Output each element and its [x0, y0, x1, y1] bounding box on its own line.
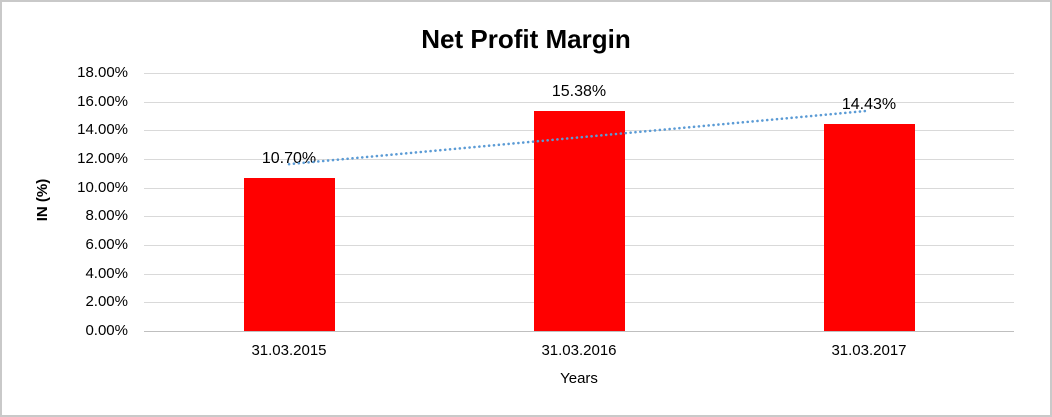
- x-tick-label: 31.03.2017: [831, 342, 907, 359]
- bar-31.03.2016: [533, 110, 625, 331]
- y-tick-label: 12.00%: [77, 150, 128, 167]
- y-axis-title: IN (%): [34, 178, 51, 222]
- bar-value-label: 15.38%: [551, 82, 607, 100]
- gridline: [144, 101, 1014, 103]
- bar-value-label: 14.43%: [841, 96, 897, 114]
- y-tick-label: 16.00%: [77, 92, 128, 110]
- x-axis-line: [144, 331, 1014, 332]
- chart-title: Net Profit Margin: [421, 24, 631, 54]
- y-tick-label: 8.00%: [85, 207, 128, 225]
- y-tick-label: 2.00%: [85, 293, 128, 311]
- gridline: [144, 73, 1014, 74]
- y-tick-label: 18.00%: [77, 64, 128, 81]
- y-tick-label: 10.00%: [77, 178, 128, 196]
- bar-31.03.2015: [243, 177, 335, 331]
- x-tick-label: 31.03.2016: [541, 342, 617, 359]
- y-tick-label: 14.00%: [77, 121, 128, 139]
- y-tick-label: 0.00%: [85, 322, 128, 339]
- bar-value-label: 10.70%: [261, 149, 317, 167]
- x-tick-label: 31.03.2015: [251, 342, 327, 359]
- y-tick-label: 6.00%: [85, 236, 128, 253]
- x-axis-title: Years: [560, 370, 598, 387]
- y-tick-label: 4.00%: [85, 264, 128, 282]
- bar-31.03.2017: [823, 124, 915, 331]
